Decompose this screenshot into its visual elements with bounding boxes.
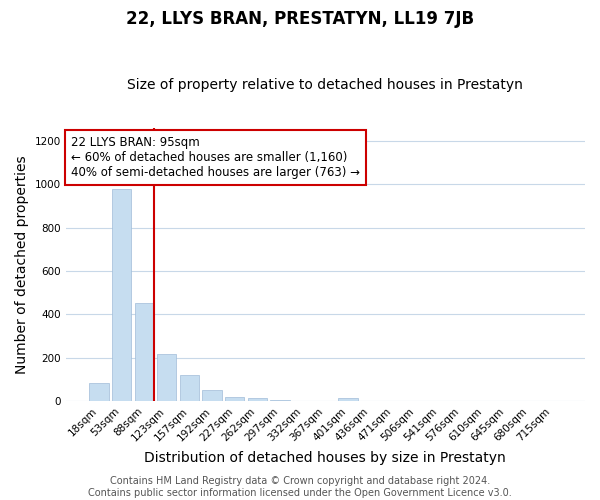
Bar [338,398,358,401]
X-axis label: Distribution of detached houses by size in Prestatyn: Distribution of detached houses by size … [145,451,506,465]
Y-axis label: Number of detached properties: Number of detached properties [15,155,29,374]
Bar [248,398,267,401]
Bar [202,390,222,401]
Title: Size of property relative to detached houses in Prestatyn: Size of property relative to detached ho… [127,78,523,92]
Bar [271,400,290,401]
Text: Contains HM Land Registry data © Crown copyright and database right 2024.
Contai: Contains HM Land Registry data © Crown c… [88,476,512,498]
Bar [157,354,176,401]
Bar [89,382,109,401]
Bar [225,396,244,401]
Bar [180,376,199,401]
Bar [134,304,154,401]
Text: 22 LLYS BRAN: 95sqm
← 60% of detached houses are smaller (1,160)
40% of semi-det: 22 LLYS BRAN: 95sqm ← 60% of detached ho… [71,136,360,179]
Bar [112,188,131,401]
Text: 22, LLYS BRAN, PRESTATYN, LL19 7JB: 22, LLYS BRAN, PRESTATYN, LL19 7JB [126,10,474,28]
